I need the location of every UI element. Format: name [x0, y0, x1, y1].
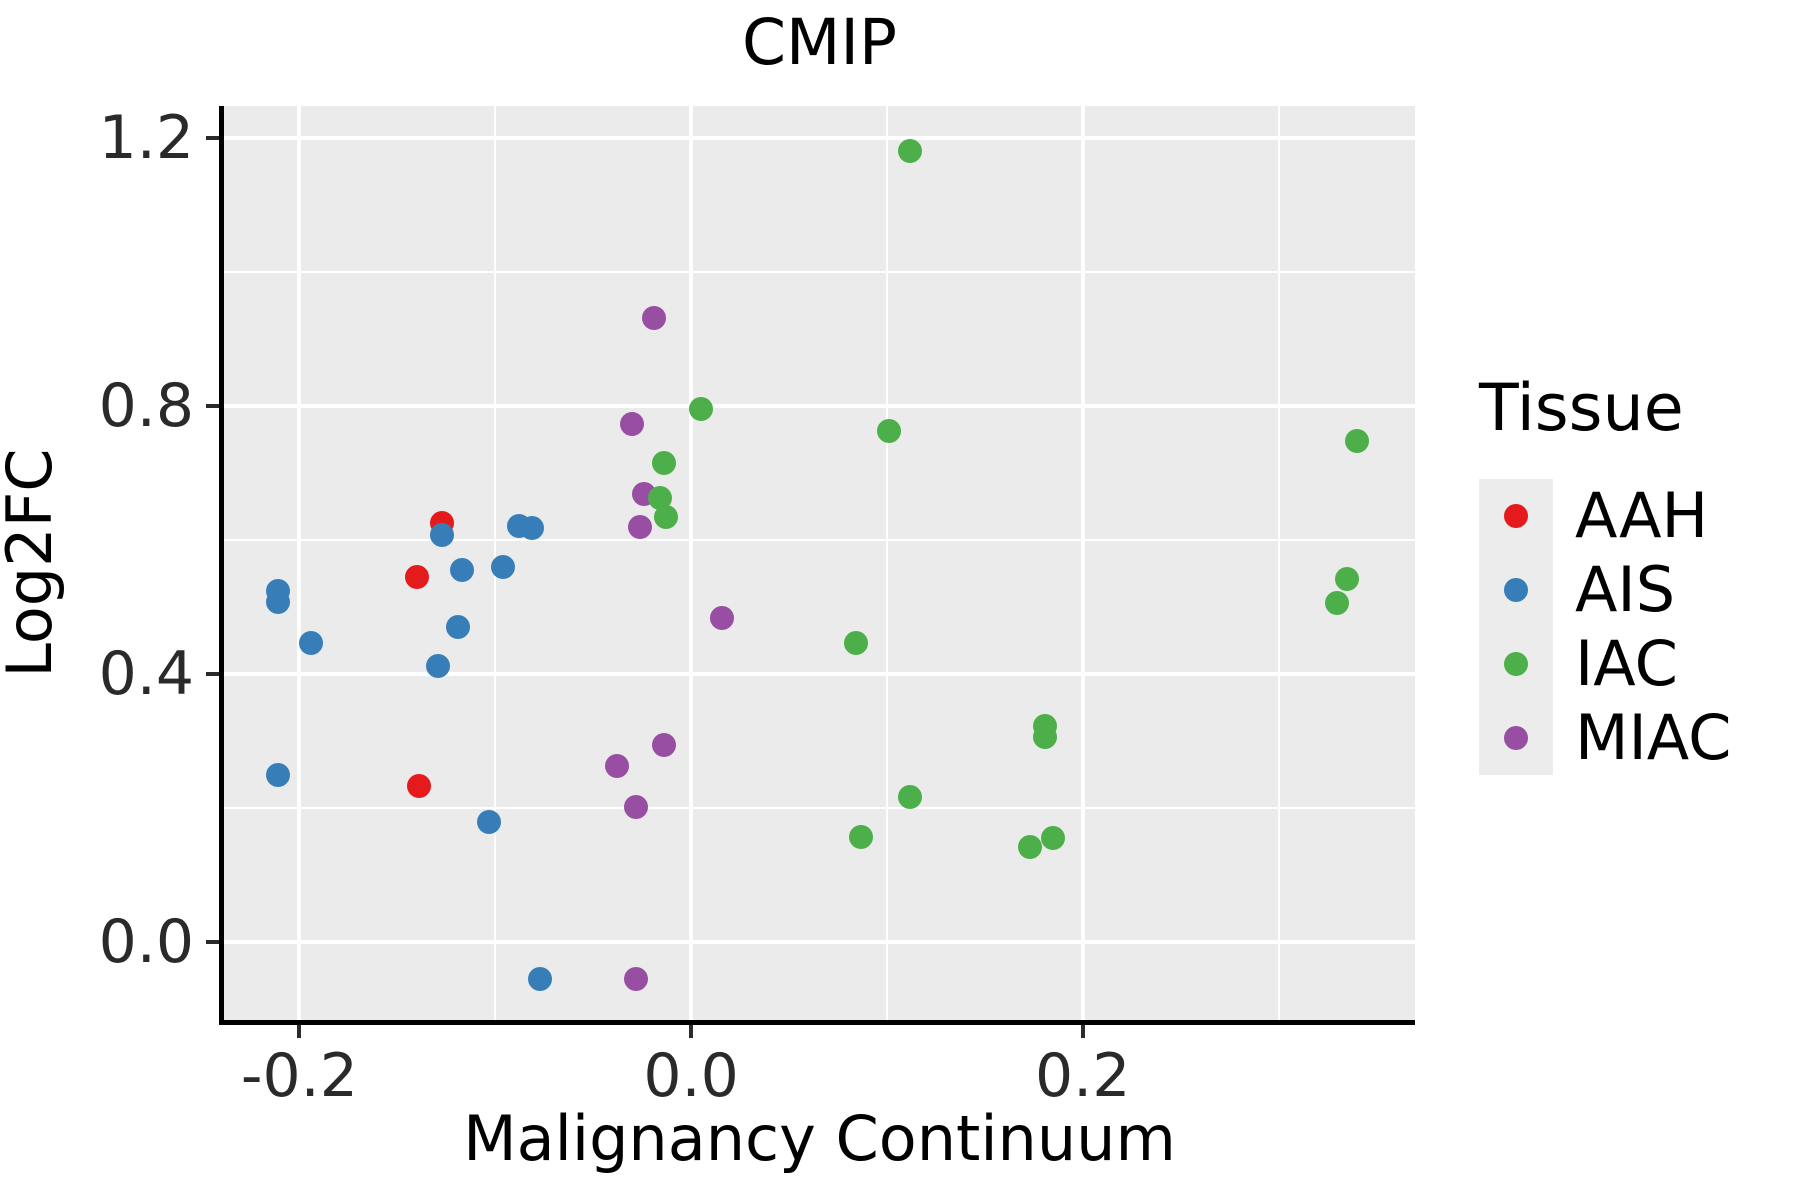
- legend-dot-icon: [1504, 652, 1528, 676]
- y-tick: [206, 404, 219, 409]
- data-point-iac: [688, 396, 713, 421]
- data-point-ais: [520, 515, 545, 540]
- data-point-miac: [651, 733, 676, 758]
- y-minor-gridline: [224, 271, 1415, 274]
- legend-items: AAH AIS IAC MIAC: [1479, 479, 1731, 775]
- data-point-miac: [628, 514, 653, 539]
- data-point-iac: [898, 785, 923, 810]
- data-point-iac: [1335, 566, 1360, 591]
- x-axis-title: Malignancy Continuum: [463, 1102, 1176, 1175]
- data-point-miac: [710, 606, 735, 631]
- y-major-gridline: [224, 672, 1415, 677]
- data-point-miac: [604, 754, 629, 779]
- y-tick: [206, 940, 219, 944]
- data-point-iac: [876, 418, 901, 443]
- y-major-gridline: [224, 404, 1415, 409]
- data-point-miac: [624, 966, 649, 991]
- legend-item-iac: IAC: [1479, 627, 1731, 701]
- legend-label: IAC: [1575, 627, 1678, 700]
- data-point-miac: [620, 412, 645, 437]
- data-point-ais: [265, 590, 290, 615]
- data-point-aah: [406, 773, 431, 798]
- x-tick: [689, 1025, 694, 1038]
- x-major-gridline: [1080, 106, 1085, 1020]
- legend-dot-icon: [1504, 578, 1528, 602]
- legend-key: [1479, 479, 1553, 553]
- legend-dot-icon: [1504, 726, 1528, 750]
- y-major-gridline: [224, 136, 1415, 141]
- y-major-gridline: [224, 940, 1415, 944]
- legend: Tissue AAH AIS IAC MIAC: [1479, 376, 1731, 775]
- x-axis-line: [219, 1020, 1415, 1025]
- y-tick: [206, 672, 219, 677]
- x-tick: [297, 1025, 302, 1038]
- x-minor-gridline: [885, 106, 888, 1020]
- legend-item-ais: AIS: [1479, 553, 1731, 627]
- data-point-ais: [477, 810, 502, 835]
- data-point-iac: [849, 824, 874, 849]
- data-point-ais: [430, 523, 455, 548]
- legend-key: [1479, 553, 1553, 627]
- data-point-iac: [1325, 590, 1350, 615]
- data-point-ais: [446, 615, 470, 640]
- y-tick-label: 1.2: [98, 103, 194, 174]
- legend-label: AIS: [1575, 553, 1676, 626]
- data-point-ais: [426, 653, 451, 678]
- data-point-aah: [404, 564, 429, 589]
- y-minor-gridline: [224, 807, 1415, 809]
- data-point-miac: [624, 794, 649, 819]
- data-point-ais: [449, 558, 474, 583]
- x-major-gridline: [297, 106, 302, 1020]
- y-minor-gridline: [224, 539, 1415, 542]
- x-minor-gridline: [1277, 106, 1280, 1020]
- legend-label: MIAC: [1575, 701, 1732, 774]
- data-point-ais: [528, 966, 553, 991]
- plot-panel: [224, 106, 1415, 1020]
- y-axis-line: [219, 106, 224, 1025]
- y-tick-label: 0.4: [98, 639, 194, 710]
- x-tick-label: 0.0: [643, 1041, 739, 1111]
- data-point-iac: [1017, 834, 1042, 859]
- legend-title: Tissue: [1479, 371, 1684, 446]
- data-point-ais: [265, 763, 290, 788]
- data-point-iac: [843, 631, 868, 656]
- data-point-iac: [898, 138, 923, 163]
- legend-item-miac: MIAC: [1479, 701, 1731, 775]
- x-tick-label: -0.2: [240, 1041, 358, 1111]
- y-tick: [206, 136, 219, 141]
- y-tick-label: 0.8: [98, 371, 194, 442]
- x-major-gridline: [689, 106, 694, 1020]
- legend-item-aah: AAH: [1479, 479, 1731, 553]
- x-tick: [1080, 1025, 1085, 1038]
- legend-key: [1479, 701, 1553, 775]
- data-point-ais: [491, 554, 516, 579]
- data-point-miac: [641, 306, 666, 331]
- data-point-iac: [653, 505, 678, 530]
- legend-label: AAH: [1575, 479, 1709, 552]
- data-point-iac: [1033, 724, 1058, 749]
- data-point-ais: [299, 631, 324, 656]
- data-point-iac: [651, 450, 676, 475]
- chart-title: CMIP: [742, 6, 897, 79]
- data-point-iac: [1041, 826, 1066, 851]
- data-point-iac: [1344, 428, 1369, 453]
- legend-key: [1479, 627, 1553, 701]
- y-tick-label: 0.0: [98, 907, 194, 977]
- x-tick-label: 0.2: [1034, 1041, 1131, 1111]
- legend-dot-icon: [1504, 504, 1528, 528]
